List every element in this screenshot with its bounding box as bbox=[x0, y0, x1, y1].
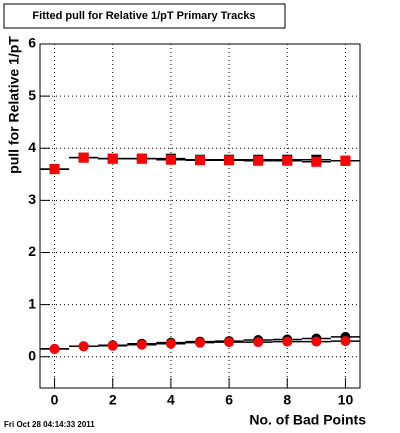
marker bbox=[165, 338, 176, 349]
x-tick-label: 2 bbox=[109, 392, 117, 408]
x-tick-label: 10 bbox=[338, 392, 354, 408]
marker bbox=[253, 155, 264, 166]
marker bbox=[253, 337, 264, 348]
marker bbox=[282, 336, 293, 347]
timestamp: Fri Oct 28 04:14:33 2011 bbox=[4, 420, 95, 429]
chart-title: Fitted pull for Relative 1/pT Primary Tr… bbox=[32, 10, 255, 22]
marker bbox=[195, 155, 205, 166]
y-tick-label: 5 bbox=[28, 87, 36, 103]
marker bbox=[49, 343, 60, 354]
marker bbox=[340, 155, 351, 166]
y-axis-label: pull for Relative 1/pT bbox=[6, 36, 22, 174]
y-tick-label: 6 bbox=[28, 35, 36, 51]
marker bbox=[49, 164, 60, 175]
marker bbox=[78, 152, 89, 163]
marker bbox=[78, 341, 89, 352]
marker bbox=[165, 154, 176, 165]
marker bbox=[311, 156, 322, 167]
marker bbox=[224, 155, 235, 166]
y-tick-label: 1 bbox=[28, 295, 36, 311]
x-tick-label: 6 bbox=[225, 392, 233, 408]
y-tick-label: 4 bbox=[28, 139, 36, 155]
marker bbox=[282, 155, 293, 166]
marker bbox=[311, 336, 322, 347]
marker bbox=[107, 340, 118, 351]
marker bbox=[195, 337, 205, 348]
y-tick-label: 2 bbox=[28, 243, 36, 259]
x-axis-label: No. of Bad Points bbox=[249, 412, 366, 428]
marker bbox=[224, 337, 235, 348]
marker bbox=[340, 336, 351, 347]
y-tick-label: 3 bbox=[28, 191, 36, 207]
title-box bbox=[3, 3, 286, 29]
x-tick-label: 0 bbox=[51, 392, 59, 408]
y-tick-label: 0 bbox=[28, 347, 36, 363]
marker bbox=[136, 153, 147, 164]
marker bbox=[136, 339, 147, 350]
x-tick-label: 8 bbox=[283, 392, 291, 408]
marker bbox=[107, 153, 118, 164]
x-tick-label: 4 bbox=[167, 392, 175, 408]
